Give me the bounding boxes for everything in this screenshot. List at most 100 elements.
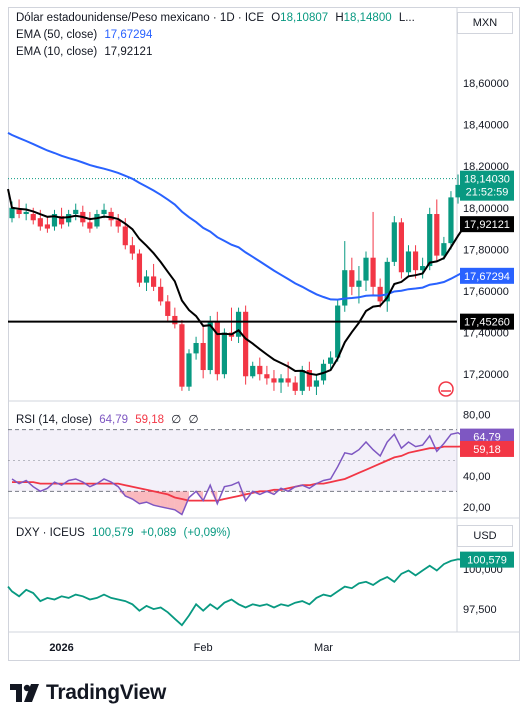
price-tick-4: 17,80000 bbox=[463, 244, 509, 256]
rsi-legend-value: 64,79 bbox=[99, 414, 129, 426]
rsi-ma-badge: 59,18 bbox=[473, 444, 501, 456]
candle-body bbox=[398, 222, 404, 273]
tradingview-logo-icon bbox=[10, 684, 39, 702]
candle-body bbox=[101, 209, 107, 215]
candle-body bbox=[356, 280, 362, 287]
high-value: 18,14800 bbox=[343, 12, 392, 24]
candle-body bbox=[51, 214, 58, 227]
candle-body bbox=[115, 220, 121, 227]
tradingview-logo[interactable]: TradingView bbox=[10, 680, 166, 706]
candle-body bbox=[179, 324, 185, 387]
dxy-currency-button[interactable]: USD bbox=[457, 525, 513, 547]
candle-body bbox=[151, 276, 157, 287]
price-tick-6: 17,40000 bbox=[463, 328, 509, 340]
ema10-label: EMA (10, close) bbox=[16, 46, 98, 58]
candle-body bbox=[207, 322, 213, 371]
candle-body bbox=[66, 214, 72, 223]
rsi-tick-1: 40,00 bbox=[463, 471, 491, 483]
candle-body bbox=[264, 374, 270, 379]
ema50-legend[interactable]: EMA (50, close) 17,67294 bbox=[16, 29, 156, 41]
candle-body bbox=[257, 365, 263, 375]
candle-body bbox=[313, 380, 320, 387]
ema10-badge: 17,92121 bbox=[464, 219, 510, 231]
countdown-badge: 21:52:59 bbox=[466, 187, 509, 199]
candle-body bbox=[328, 357, 334, 364]
candle-body bbox=[87, 222, 93, 229]
rsi-tick-0: 80,00 bbox=[463, 409, 491, 421]
dxy-badge: 100,579 bbox=[467, 555, 507, 567]
rsi-oversold-fill bbox=[160, 491, 168, 509]
candle-body bbox=[9, 207, 15, 219]
candle-body bbox=[250, 365, 256, 377]
symbol-title[interactable]: Dólar estadounidense/Peso mexicano · 1D … bbox=[16, 12, 265, 24]
rsi-ma-badge-bg bbox=[460, 440, 514, 457]
candle-body bbox=[30, 214, 36, 221]
candle-body bbox=[58, 216, 65, 225]
candle-body bbox=[363, 257, 369, 281]
dxy-line bbox=[7, 558, 466, 627]
candles bbox=[9, 174, 468, 395]
last-price-badge-bg bbox=[460, 170, 514, 201]
rsi-oversold-fill bbox=[153, 491, 161, 507]
ema10-line bbox=[7, 188, 466, 376]
rsi-extra-1: ∅ bbox=[171, 414, 182, 426]
time-label-0: 2026 bbox=[49, 642, 73, 654]
rsi-label: RSI (14, close) bbox=[16, 414, 93, 426]
candle-body bbox=[243, 311, 249, 377]
dxy-tick-1: 97,500 bbox=[463, 604, 497, 616]
candle-body bbox=[349, 270, 355, 287]
rsi-ma-line bbox=[12, 445, 466, 502]
rsi-oversold-fill bbox=[132, 491, 140, 504]
candle-body bbox=[122, 226, 128, 246]
candle-body bbox=[94, 214, 100, 227]
dxy-legend-value: 100,579 bbox=[92, 527, 134, 539]
rsi-ma-legend-value: 59,18 bbox=[135, 414, 165, 426]
candle-body bbox=[285, 378, 291, 383]
candle-body bbox=[129, 245, 135, 254]
main-legend: Dólar estadounidense/Peso mexicano · 1D … bbox=[16, 12, 419, 24]
candle-body bbox=[73, 209, 79, 215]
candle-body bbox=[221, 332, 227, 375]
rsi-oversold-fill bbox=[146, 491, 154, 506]
ema10-legend[interactable]: EMA (10, close) 17,92121 bbox=[16, 46, 156, 58]
price-tick-3: 18,00000 bbox=[463, 203, 509, 215]
ema50-value: 17,67294 bbox=[104, 29, 153, 41]
candle-body bbox=[143, 276, 150, 283]
candle-body bbox=[391, 222, 397, 262]
price-tick-7: 17,20000 bbox=[463, 369, 509, 381]
candle-body bbox=[37, 218, 43, 227]
dxy-change-pct: (+0,09%) bbox=[183, 527, 231, 539]
dxy-label: DXY · ICEUS bbox=[16, 527, 85, 539]
candle-body bbox=[420, 266, 426, 271]
candle-body bbox=[214, 322, 220, 375]
candle-body bbox=[200, 342, 206, 371]
candle-body bbox=[23, 211, 29, 215]
rsi-band-fill bbox=[8, 429, 457, 492]
candle-body bbox=[136, 253, 143, 283]
rsi-tick-2: 20,00 bbox=[463, 502, 491, 514]
ema50-label: EMA (50, close) bbox=[16, 29, 98, 41]
high-label: H bbox=[335, 12, 344, 24]
candle-body bbox=[186, 353, 192, 387]
more-values: L... bbox=[398, 12, 415, 24]
candle-body bbox=[455, 184, 461, 198]
price-tick-2: 18,20000 bbox=[463, 161, 509, 173]
candle-body bbox=[441, 243, 447, 256]
open-label: O bbox=[271, 12, 281, 24]
candle-body bbox=[405, 251, 412, 273]
candle-body bbox=[172, 315, 178, 325]
dxy-badge-bg bbox=[460, 551, 514, 568]
candle-body bbox=[165, 301, 171, 316]
candle-body bbox=[108, 211, 114, 221]
candle-body bbox=[158, 286, 164, 302]
rsi-legend[interactable]: RSI (14, close) 64,79 59,18 ∅ ∅ bbox=[16, 412, 203, 426]
candle-body bbox=[278, 378, 284, 383]
chart-frame bbox=[8, 7, 520, 661]
candle-body bbox=[292, 382, 298, 391]
currency-button[interactable]: MXN bbox=[457, 12, 513, 34]
candle-body bbox=[299, 370, 305, 391]
alert-icon bbox=[438, 381, 454, 397]
dxy-legend[interactable]: DXY · ICEUS 100,579 +0,089 (+0,09%) bbox=[16, 527, 234, 539]
time-label-1: Feb bbox=[194, 642, 213, 654]
